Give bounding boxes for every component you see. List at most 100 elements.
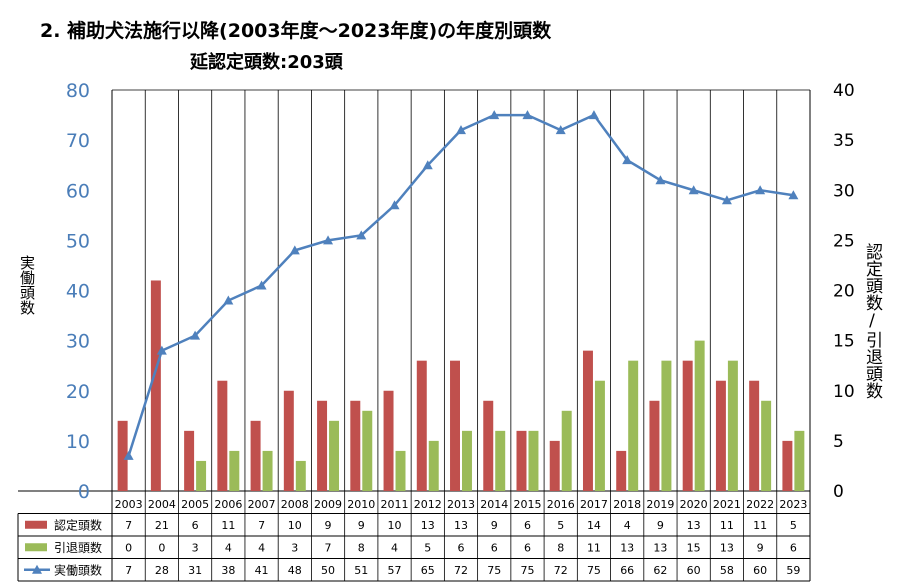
table-cell: 13 (720, 541, 734, 554)
y-axis-right-label: 認定頭数/引退頭数 (862, 243, 882, 399)
y-left-tick-label: 0 (78, 481, 90, 503)
bar-certified (317, 400, 328, 491)
bar-retired (528, 430, 539, 491)
table-cell: 7 (125, 519, 132, 532)
line-marker (688, 185, 699, 195)
table-row-label: 実働頭数 (54, 562, 102, 577)
line-marker (190, 330, 201, 340)
x-tick-label: 2013 (447, 498, 475, 511)
y-right-tick-label: 25 (833, 231, 855, 251)
line-marker (456, 125, 466, 135)
line-marker (356, 230, 367, 240)
x-tick-label: 2011 (381, 498, 409, 511)
table-cell: 38 (221, 564, 235, 577)
bar-certified (649, 400, 660, 491)
table-cell: 66 (620, 564, 634, 577)
table-cell: 13 (653, 541, 667, 554)
table-cell: 72 (554, 564, 568, 577)
x-tick-label: 2022 (746, 498, 774, 511)
table-cell: 6 (524, 519, 531, 532)
legend-key (25, 543, 47, 552)
bar-certified (383, 390, 394, 491)
bar-certified (217, 380, 228, 491)
bar-retired (329, 420, 340, 491)
bar-retired (694, 340, 705, 491)
y-left-tick-label: 70 (66, 130, 90, 152)
table-cell: 3 (192, 541, 199, 554)
bar-retired (594, 380, 605, 491)
chart-title: 2. 補助犬法施行以降(2003年度～2023年度)の年度別頭数 (40, 20, 552, 42)
x-tick-label: 2004 (148, 498, 176, 511)
line-marker (721, 195, 732, 205)
table-cell: 13 (620, 541, 634, 554)
legend-key-marker (32, 564, 42, 574)
table-cell: 0 (158, 541, 165, 554)
y-right-tick-label: 5 (833, 432, 844, 452)
table-cell: 6 (458, 541, 465, 554)
bar-certified (549, 440, 560, 491)
table-cell: 11 (221, 519, 235, 532)
y-right-tick-label: 30 (833, 181, 855, 201)
bar-retired (794, 430, 805, 491)
line-marker (755, 185, 766, 195)
table-cell: 11 (720, 519, 734, 532)
table-cell: 9 (358, 519, 365, 532)
line-marker (389, 200, 400, 210)
bar-retired (761, 400, 772, 491)
bar-retired (561, 410, 572, 491)
line-marker (788, 190, 799, 200)
y-axis-left-label: 実働頭数 (18, 255, 36, 315)
x-tick-label: 2021 (713, 498, 741, 511)
table-cell: 15 (687, 541, 701, 554)
bar-certified (582, 350, 593, 491)
table-cell: 5 (790, 519, 797, 532)
table-cell: 13 (421, 519, 435, 532)
y-right-tick-label: 20 (833, 282, 855, 302)
x-tick-label: 2008 (281, 498, 309, 511)
bar-retired (395, 450, 406, 491)
y-right-tick-label: 40 (833, 81, 855, 101)
line-marker (289, 245, 300, 255)
table-cell: 5 (424, 541, 431, 554)
line-active-count (127, 113, 794, 457)
table-cell: 21 (155, 519, 169, 532)
y-left-tick-label: 10 (66, 431, 90, 453)
table-cell: 65 (421, 564, 435, 577)
table-cell: 75 (587, 564, 601, 577)
y-left-tick-label: 20 (66, 381, 90, 403)
x-tick-label: 2017 (580, 498, 608, 511)
line-marker (588, 110, 599, 120)
table-cell: 48 (288, 564, 302, 577)
x-tick-label: 2016 (547, 498, 575, 511)
table-cell: 11 (587, 541, 601, 554)
legend-key (25, 520, 47, 529)
bar-certified (150, 280, 161, 491)
y-right-tick-label: 15 (833, 332, 855, 352)
x-tick-label: 2019 (646, 498, 674, 511)
x-tick-label: 2015 (513, 498, 541, 511)
bar-certified (616, 450, 627, 491)
bar-certified (483, 400, 494, 491)
bar-certified (516, 430, 527, 491)
x-tick-label: 2010 (347, 498, 375, 511)
y-left-tick-label: 50 (66, 230, 90, 252)
x-tick-label: 2009 (314, 498, 342, 511)
bar-certified (350, 400, 361, 491)
x-tick-label: 2020 (680, 498, 708, 511)
table-cell: 13 (687, 519, 701, 532)
y-left-tick-label: 30 (66, 331, 90, 353)
bar-certified (416, 360, 427, 491)
table-cell: 0 (125, 541, 132, 554)
table-cell: 10 (388, 519, 402, 532)
table-cell: 60 (687, 564, 701, 577)
table-cell: 7 (258, 519, 265, 532)
bar-certified (749, 380, 760, 491)
table-cell: 50 (321, 564, 335, 577)
x-tick-label: 2018 (613, 498, 641, 511)
x-tick-label: 2023 (779, 498, 807, 511)
table-cell: 9 (657, 519, 664, 532)
line-marker (555, 125, 566, 135)
table-cell: 6 (790, 541, 797, 554)
table-cell: 31 (188, 564, 202, 577)
